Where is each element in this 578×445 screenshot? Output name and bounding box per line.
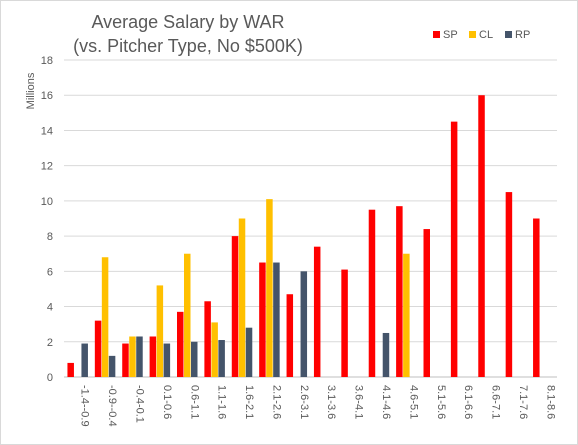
x-tick-label: 4.6-5.1 <box>407 385 419 419</box>
legend-item-cl: CL <box>469 29 493 41</box>
bar-rp <box>81 343 88 377</box>
bar-cl <box>184 253 191 377</box>
bar-sp <box>341 269 348 377</box>
y-tick-label: 4 <box>47 302 53 314</box>
x-tick-label: 2.1-2.6 <box>270 385 282 419</box>
bar-sp <box>368 209 376 377</box>
x-tick-label: 5.1-5.6 <box>435 385 447 419</box>
y-tick-label: 2 <box>47 337 53 349</box>
bar-sp <box>286 294 294 377</box>
y-tick-label: 12 <box>41 161 53 173</box>
legend-swatch <box>505 31 512 38</box>
bar-sp <box>122 343 129 377</box>
bar-rp <box>245 327 253 377</box>
x-tick-label: 7.1-7.6 <box>517 385 529 419</box>
bar-sp <box>450 121 458 377</box>
bar-sp <box>149 336 157 377</box>
bar-sp <box>231 236 239 377</box>
x-tick-label: -1.4--0.9 <box>79 385 91 427</box>
x-tick-label: 4.1-4.6 <box>380 385 392 419</box>
bar-sp <box>177 311 184 377</box>
bar-cl <box>101 257 109 377</box>
y-axis-label: Millions <box>25 72 37 109</box>
bar-rp <box>136 336 143 377</box>
y-tick-label: 14 <box>41 125 53 137</box>
chart-subtitle: (vs. Pitcher Type, No $500K) <box>73 36 303 56</box>
bar-rp <box>218 340 225 377</box>
y-tick-label: 18 <box>41 55 53 67</box>
x-tick-label: -0.9--0.4 <box>106 385 118 427</box>
legend-label: SP <box>443 29 458 41</box>
bar-cl <box>238 218 246 377</box>
x-tick-label: -0.4-0.1 <box>133 385 145 423</box>
x-tick-label: 6.1-6.6 <box>462 385 474 419</box>
x-tick-label: 1.1-1.6 <box>216 385 228 419</box>
bar-sp <box>396 206 403 377</box>
bar-sp <box>423 229 430 377</box>
bar-rp <box>273 262 280 377</box>
y-tick-label: 0 <box>47 372 53 384</box>
y-tick-labels: 0 2 4 6 8 10 12 14 16 18 <box>41 55 53 384</box>
x-tick-label: 2.6-3.1 <box>298 385 310 419</box>
bar-cl <box>156 285 164 377</box>
bar-sp <box>67 362 74 377</box>
x-tick-label: 1.6-2.1 <box>243 385 255 419</box>
bars <box>67 95 540 377</box>
bar-sp <box>259 262 266 377</box>
bar-cl <box>403 253 410 377</box>
legend-item-sp: SP <box>433 29 458 41</box>
bar-sp <box>533 218 540 377</box>
x-tick-label: 3.1-3.6 <box>325 385 337 419</box>
x-tick-label: 8.1-8.6 <box>544 385 556 419</box>
bar-rp <box>163 343 171 377</box>
bar-sp <box>313 246 321 377</box>
bar-rp <box>108 355 116 377</box>
legend-label: CL <box>479 29 493 41</box>
legend-swatch <box>433 31 440 38</box>
bar-rp <box>382 332 390 377</box>
bar-sp <box>478 95 485 377</box>
x-tick-label: 3.6-4.1 <box>353 385 365 419</box>
y-tick-label: 8 <box>47 231 53 243</box>
bar-rp <box>191 341 198 377</box>
x-tick-labels: -1.4--0.9 -0.9--0.4 -0.4-0.1 0.1-0.6 0.6-1.1… <box>79 385 557 427</box>
y-tick-label: 10 <box>41 196 53 208</box>
bar-sp <box>94 320 102 377</box>
x-tick-label: 0.6-1.1 <box>188 385 200 419</box>
gridlines <box>64 59 557 378</box>
bar-sp <box>204 301 211 377</box>
legend-swatch <box>469 31 476 38</box>
legend: SP CL RP <box>433 29 530 41</box>
chart-title: Average Salary by WAR <box>91 12 284 32</box>
bar-cl <box>129 336 136 377</box>
bar-rp <box>300 271 308 377</box>
x-tick-label: 0.1-0.6 <box>161 385 173 419</box>
x-tick-label: 6.6-7.1 <box>490 385 502 419</box>
y-tick-label: 6 <box>47 266 53 278</box>
bar-cl <box>211 322 218 377</box>
legend-label: RP <box>515 29 530 41</box>
bar-cl <box>266 199 273 377</box>
bar-sp <box>505 192 513 377</box>
legend-item-rp: RP <box>505 29 530 41</box>
y-tick-label: 16 <box>41 90 53 102</box>
